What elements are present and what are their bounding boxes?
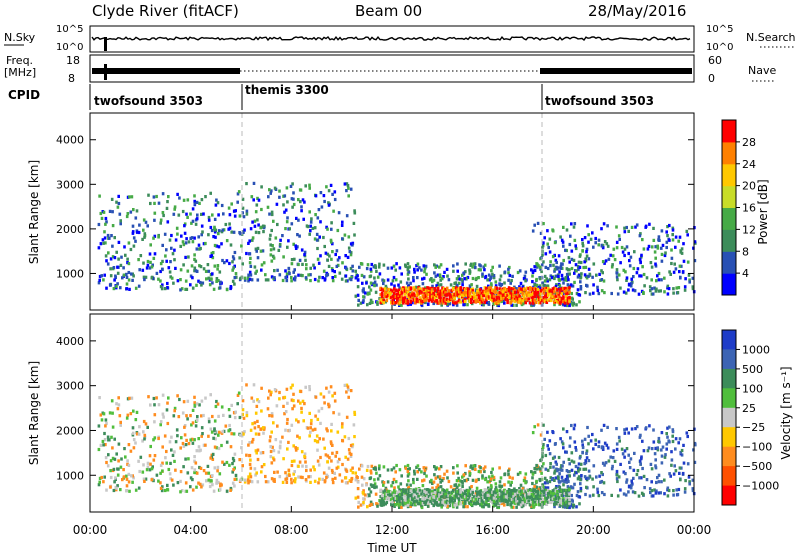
- x-tick-6: 00:00: [677, 523, 712, 537]
- power-colorbar-swatch-4: [722, 185, 736, 208]
- power-colorbar-swatch-7: [722, 120, 736, 143]
- freq-label: Freq.: [6, 54, 33, 67]
- velocity-colorbar-tick-1: 500: [742, 363, 763, 376]
- velocity-colorbar-swatch-7: [722, 466, 736, 486]
- freq-band-1: [92, 68, 240, 74]
- velocity-colorbar-tick-2: 100: [742, 382, 763, 395]
- x-tick-3: 12:00: [375, 523, 410, 537]
- velocity-colorbar-tick-5: −100: [742, 441, 772, 454]
- velocity-y-axis-label: Slant Range [km]: [27, 361, 41, 465]
- cpid-segment-1: twofsound 3503: [94, 94, 203, 108]
- freq-tick-bottom: 8: [68, 72, 75, 85]
- power-colorbar-tick-4: 20: [742, 180, 756, 193]
- plot-title: Clyde River (fitACF): [92, 2, 239, 20]
- noise-right-tick-bottom: 10^0: [706, 42, 733, 53]
- velocity-x-axis: 00:00 04:00 08:00 12:00 16:00 20:00 00:00: [73, 506, 712, 537]
- noise-left-tick-bottom: 10^0: [56, 42, 83, 53]
- x-tick-0: 00:00: [73, 523, 108, 537]
- power-ytick-0: 1000: [56, 267, 84, 280]
- freq-panel: Freq. [MHz] 18 8 60 0 Nave: [4, 54, 776, 85]
- freq-trace: [92, 64, 692, 80]
- power-ytick-3: 4000: [56, 134, 84, 147]
- power-ytick-2: 3000: [56, 178, 84, 191]
- power-y-axis-label: Slant Range [km]: [27, 160, 41, 264]
- noise-panel: N.Sky 10^5 10^0 10^5 10^0 N.Search: [4, 24, 796, 53]
- velocity-colorbar-tick-4: −25: [742, 421, 765, 434]
- nave-label: Nave: [748, 64, 776, 77]
- velocity-colorbar-swatch-4: [722, 407, 736, 428]
- noise-left-tick-top: 10^5: [56, 24, 83, 35]
- noise-sky-label: N.Sky: [4, 31, 36, 44]
- nave-tick-bottom: 0: [708, 72, 715, 85]
- freq-panel-frame: [89, 54, 695, 83]
- velocity-colorbar: 1000 500 100 25 −25 −100 −500 −1000: [721, 329, 779, 506]
- noise-spike: [104, 37, 107, 51]
- cpid-panel: CPID twofsound 3503 themis 3300 twofsoun…: [8, 83, 654, 110]
- power-colorbar-tick-2: 12: [742, 223, 756, 236]
- velocity-colorbar-tick-0: 1000: [742, 343, 770, 356]
- freq-unit-label: [MHz]: [4, 66, 36, 79]
- power-colorbar-tick-0: 4: [742, 267, 749, 280]
- x-tick-4: 16:00: [475, 523, 510, 537]
- power-colorbar-tick-1: 8: [742, 245, 749, 258]
- velocity-y-axis: 1000 2000 3000 4000: [56, 335, 694, 482]
- velocity-colorbar-tick-7: −1000: [742, 480, 779, 493]
- beam-label: Beam 00: [355, 2, 422, 20]
- power-y-axis: 1000 2000 3000 4000: [56, 134, 694, 280]
- velocity-echo-cells: [97, 383, 697, 510]
- x-axis-label: Time UT: [366, 541, 417, 554]
- power-ytick-1: 2000: [56, 223, 84, 236]
- power-colorbar-swatch-0: [722, 273, 736, 296]
- velocity-ytick-0: 1000: [56, 469, 84, 482]
- velocity-colorbar-swatch-5: [722, 427, 736, 448]
- velocity-colorbar-swatch-6: [722, 446, 736, 467]
- freq-spike: [104, 64, 107, 80]
- velocity-colorbar-swatch-1: [722, 349, 736, 370]
- date-label: 28/May/2016: [588, 2, 686, 20]
- power-colorbar-tick-5: 24: [742, 158, 756, 171]
- velocity-colorbar-swatch-2: [722, 368, 736, 389]
- power-colorbar-swatch-1: [722, 251, 736, 274]
- power-echo-cells: [97, 181, 697, 308]
- noise-trace: [91, 35, 691, 51]
- cpid-segment-3: twofsound 3503: [545, 94, 654, 108]
- noise-search-label: N.Search: [746, 31, 796, 44]
- velocity-colorbar-label: Velocity [m s⁻¹]: [779, 366, 793, 459]
- x-tick-2: 08:00: [274, 523, 309, 537]
- noise-panel-frame: [89, 25, 695, 53]
- velocity-ytick-2: 3000: [56, 380, 84, 393]
- x-tick-5: 20:00: [576, 523, 611, 537]
- power-colorbar-label: Power [dB]: [756, 179, 770, 244]
- velocity-colorbar-tick-3: 25: [742, 402, 756, 415]
- cpid-label: CPID: [8, 88, 40, 102]
- velocity-colorbar-swatch-8: [722, 485, 736, 506]
- power-colorbar-swatch-6: [722, 141, 736, 165]
- velocity-colorbar-swatch-0: [722, 330, 736, 350]
- velocity-colorbar-tick-6: −500: [742, 460, 772, 473]
- nave-tick-top: 60: [708, 54, 722, 67]
- velocity-ytick-3: 4000: [56, 335, 84, 348]
- freq-band-3: [540, 68, 692, 74]
- power-colorbar-tick-3: 16: [742, 202, 756, 215]
- velocity-ytick-1: 2000: [56, 424, 84, 437]
- power-panel: 1000 2000 3000 4000 Slant Range [km] 4 8 12 16…: [27, 112, 770, 319]
- power-colorbar-tick-6: 28: [742, 136, 756, 149]
- power-colorbar-swatch-3: [722, 207, 736, 230]
- x-tick-1: 04:00: [173, 523, 208, 537]
- power-colorbar-swatch-5: [722, 163, 736, 187]
- noise-right-tick-top: 10^5: [706, 24, 733, 35]
- velocity-colorbar-swatch-3: [722, 388, 736, 409]
- power-colorbar: 4 8 12 16 20 24 28: [721, 119, 756, 296]
- power-colorbar-swatch-2: [722, 229, 736, 252]
- cpid-segment-2: themis 3300: [245, 83, 329, 97]
- freq-tick-top: 18: [66, 54, 80, 67]
